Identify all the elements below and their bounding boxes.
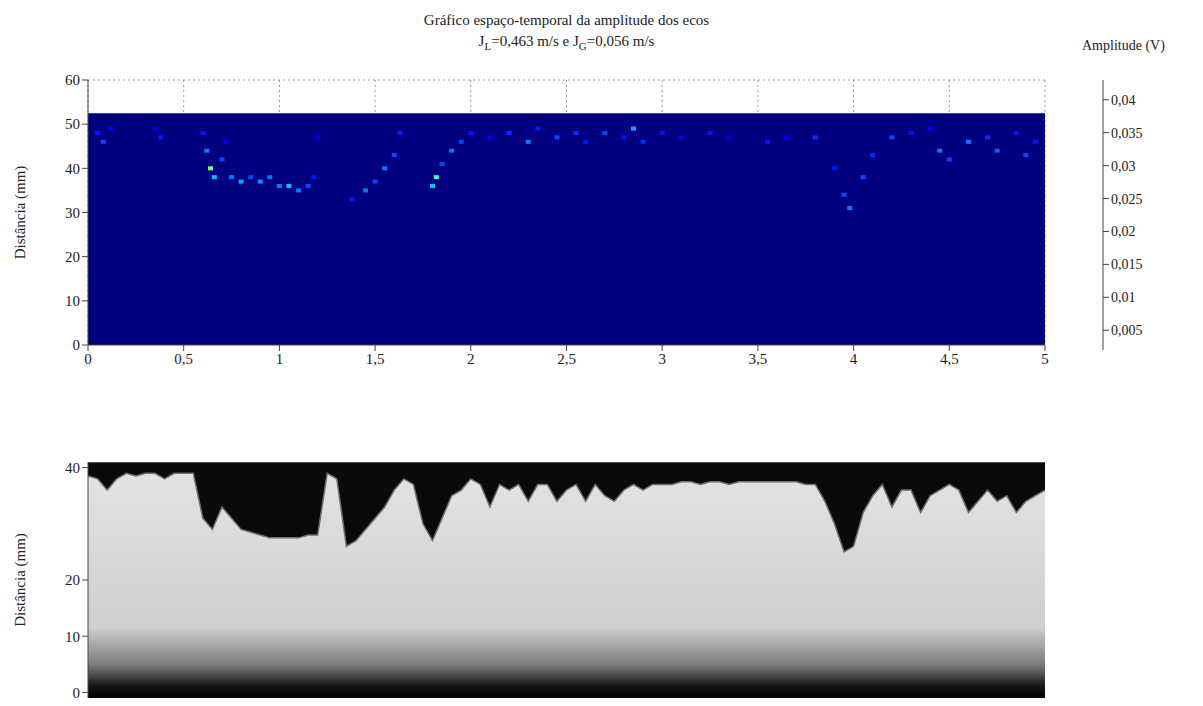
- svg-text:30: 30: [65, 205, 80, 221]
- svg-text:0,04: 0,04: [1111, 93, 1136, 108]
- html-text:Amplitude (V): Amplitude (V): [1082, 38, 1165, 53]
- svg-text:0: 0: [84, 351, 92, 367]
- html-text:Gráfico espaço-temporal da amp: Gráfico espaço-temporal da amplitude dos…: [423, 12, 710, 28]
- svg-text:0,03: 0,03: [1111, 159, 1136, 174]
- svg-text:20: 20: [65, 572, 80, 588]
- svg-text:0: 0: [73, 337, 81, 353]
- svg-text:0,01: 0,01: [1111, 290, 1136, 305]
- svg-text:2,5: 2,5: [557, 351, 576, 367]
- svg-text:4,5: 4,5: [940, 351, 959, 367]
- svg-text:60: 60: [65, 72, 80, 88]
- svg-text:0,5: 0,5: [174, 351, 193, 367]
- svg-text:50: 50: [65, 116, 80, 132]
- svg-text:40: 40: [65, 161, 80, 177]
- svg-text:Distância (mm): Distância (mm): [12, 166, 29, 260]
- svg-text:1,5: 1,5: [366, 351, 385, 367]
- svg-text:0: 0: [73, 685, 81, 700]
- svg-text:3: 3: [658, 351, 666, 367]
- svg-text:4: 4: [850, 351, 858, 367]
- svg-text:0,035: 0,035: [1111, 126, 1143, 141]
- svg-text:0,02: 0,02: [1111, 224, 1136, 239]
- svg-text:5: 5: [1041, 351, 1049, 367]
- svg-text:2: 2: [467, 351, 475, 367]
- svg-text:3,5: 3,5: [749, 351, 768, 367]
- svg-text:0,015: 0,015: [1111, 257, 1143, 272]
- svg-text:10: 10: [65, 293, 80, 309]
- svg-text:0,025: 0,025: [1111, 192, 1143, 207]
- svg-text:10: 10: [65, 629, 80, 645]
- svg-text:0,005: 0,005: [1111, 323, 1143, 338]
- svg-text:1: 1: [276, 351, 284, 367]
- svg-text:20: 20: [65, 249, 80, 265]
- html-text:JL=0,463 m/s e JG=0,056 m/s: JL=0,463 m/s e JG=0,056 m/s: [478, 33, 655, 52]
- svg-text:Distância (mm): Distância (mm): [12, 533, 29, 627]
- svg-text:40: 40: [65, 460, 80, 476]
